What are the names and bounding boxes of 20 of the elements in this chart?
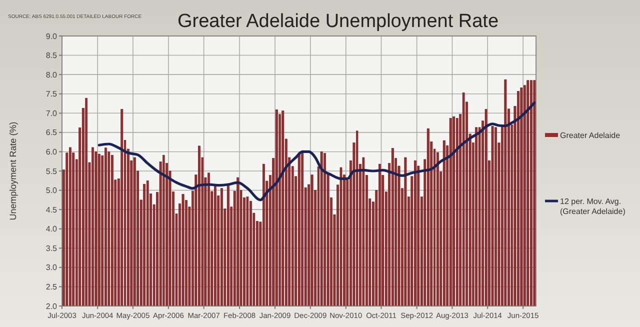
y-tick-label: 5.5 bbox=[46, 166, 58, 176]
y-tick-label: 2.5 bbox=[46, 282, 58, 292]
y-tick-label: 7.5 bbox=[46, 90, 58, 99]
y-tick-label: 6.0 bbox=[46, 148, 58, 157]
legend-label: 12 per. Mov. Avg. (Greater Adelaide) bbox=[560, 197, 626, 216]
y-tick-label: 4.0 bbox=[46, 224, 58, 234]
y-tick-label: 3.0 bbox=[46, 263, 58, 272]
legend-label: Greater Adelaide bbox=[560, 131, 621, 140]
y-tick-label: 4.5 bbox=[46, 205, 58, 214]
chart-title: Greater Adelaide Unemployment Rate bbox=[177, 11, 499, 32]
y-tick-label: 9.0 bbox=[46, 32, 58, 41]
line-series bbox=[98, 101, 536, 202]
y-tick-label: 2.0 bbox=[46, 302, 58, 311]
y-tick-label: 6.5 bbox=[46, 128, 58, 138]
y-axis-title: Unemployment Rate (%) bbox=[8, 122, 18, 220]
y-tick-label: 3.5 bbox=[46, 244, 58, 253]
y-tick-label: 8.5 bbox=[46, 51, 58, 60]
y-tick-label: 7.0 bbox=[46, 108, 58, 118]
y-tick-label: 8.0 bbox=[46, 70, 58, 80]
y-tick-label: 5.0 bbox=[46, 186, 58, 196]
